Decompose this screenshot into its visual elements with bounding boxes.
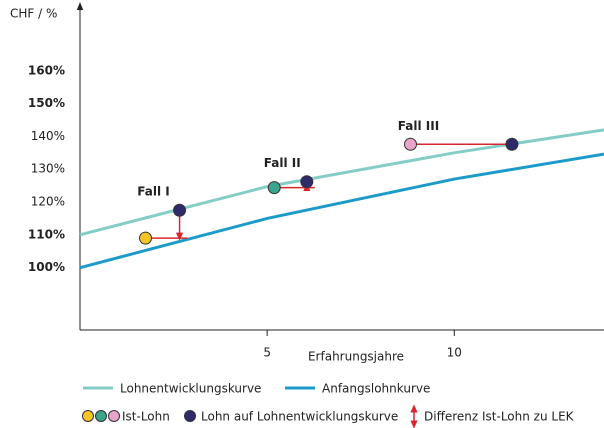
y-tick-label: 140% [31,129,65,143]
legend-marker [82,410,94,422]
legend-label: Lohn auf Lohnentwicklungskurve [201,410,398,424]
lek-point [505,137,519,151]
y-tick-label: 100% [28,260,65,274]
legend-marker [184,410,196,422]
line-series [79,152,604,270]
legend-marker [108,410,120,422]
y-tick-label: 110% [28,227,65,241]
case-label: Fall III [398,119,439,133]
x-axis-label: Erfahrungsjahre [308,350,404,364]
legend-label: Differenz Ist-Lohn zu LEK [424,410,575,424]
ist-point [267,181,281,195]
case-label: Fall I [137,185,169,199]
legend-marker [95,410,107,422]
y-tick-label: 150% [28,96,65,110]
y-axis-label: CHF / % [10,7,57,21]
ist-point [403,137,417,151]
x-tick-label: 10 [447,346,462,360]
legend-label: Anfangslohnkurve [322,382,430,396]
case-label: Fall II [264,156,301,170]
line-series [79,128,604,237]
legend-label: Ist-Lohn [122,410,170,424]
y-tick-label: 160% [28,63,65,77]
lek-point [300,175,314,189]
legend-label: Lohnentwicklungskurve [120,382,261,396]
x-tick-label: 5 [263,346,271,360]
y-tick-label: 130% [31,162,65,176]
y-tick-label: 120% [31,195,65,209]
ist-point [139,231,152,245]
lek-point [173,203,187,217]
